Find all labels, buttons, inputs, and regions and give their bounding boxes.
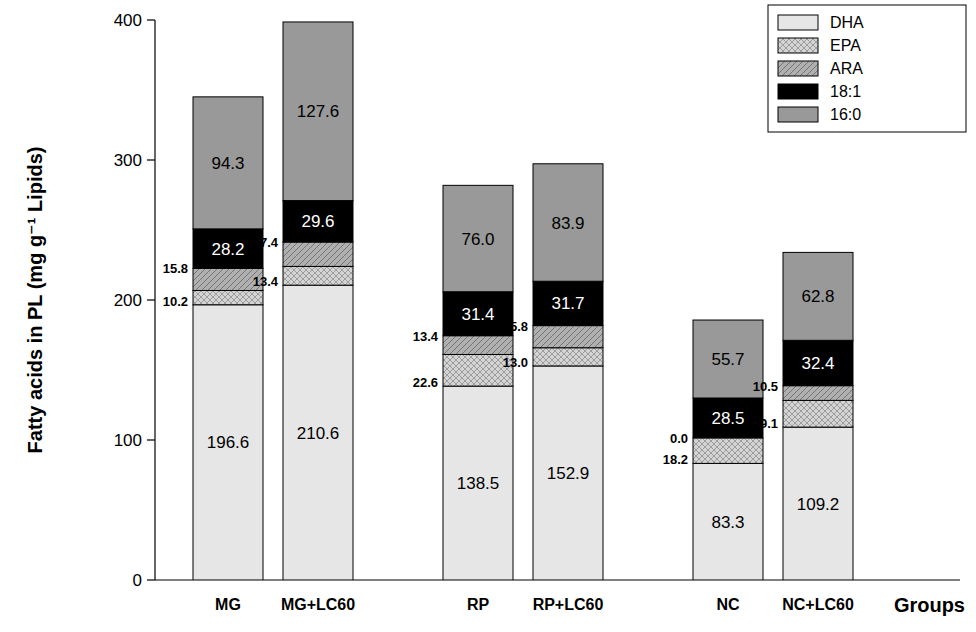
data-label: 13.4 bbox=[253, 274, 279, 289]
y-tick-label: 300 bbox=[114, 151, 142, 170]
y-tick bbox=[147, 299, 155, 300]
data-label: 13.4 bbox=[413, 329, 439, 344]
data-label: 138.5 bbox=[457, 474, 500, 493]
y-tick bbox=[147, 159, 155, 160]
data-label: 83.9 bbox=[551, 214, 584, 233]
data-label: 210.6 bbox=[297, 424, 340, 443]
bar-segment bbox=[283, 285, 353, 580]
bar-segment bbox=[443, 386, 513, 580]
x-tick-label: RP+LC60 bbox=[533, 596, 604, 613]
y-tick-label: 400 bbox=[114, 11, 142, 30]
bar-segment bbox=[533, 326, 603, 348]
bar-segment bbox=[443, 336, 513, 355]
legend-box bbox=[768, 5, 966, 132]
bar-segment bbox=[783, 427, 853, 580]
data-label: 76.0 bbox=[461, 230, 494, 249]
bar-segment bbox=[533, 164, 603, 281]
bar-segment bbox=[693, 438, 763, 463]
x-tick-label: RP bbox=[467, 596, 490, 613]
data-label: 22.6 bbox=[413, 375, 438, 390]
bar-segment bbox=[283, 201, 353, 242]
legend-label: EPA bbox=[830, 37, 861, 54]
legend-swatch bbox=[778, 84, 818, 99]
legend-label: 18:1 bbox=[830, 83, 861, 100]
data-label: 31.4 bbox=[461, 305, 494, 324]
data-label: 0.0 bbox=[670, 431, 688, 446]
bar-segment bbox=[783, 340, 853, 385]
data-label: 94.3 bbox=[211, 154, 244, 173]
data-label: 15.8 bbox=[503, 319, 528, 334]
bar-segment bbox=[783, 252, 853, 340]
y-tick-label: 100 bbox=[114, 431, 142, 450]
bar-segment bbox=[193, 305, 263, 580]
data-label: 196.6 bbox=[207, 433, 250, 452]
bar-segment bbox=[443, 185, 513, 291]
legend-swatch bbox=[778, 15, 818, 30]
data-label: 55.7 bbox=[711, 350, 744, 369]
x-tick-label: NC+LC60 bbox=[782, 596, 854, 613]
legend-label: DHA bbox=[830, 14, 864, 31]
bar-segment bbox=[283, 266, 353, 285]
y-axis-title: Fatty acids in PL (mg g⁻¹ Lipids) bbox=[24, 147, 46, 454]
x-axis-title: Groups bbox=[894, 594, 965, 616]
data-label: 152.9 bbox=[547, 464, 590, 483]
data-label: 109.2 bbox=[797, 495, 840, 514]
bar-segment bbox=[693, 463, 763, 580]
data-label: 32.4 bbox=[801, 354, 834, 373]
data-label: 18.2 bbox=[663, 452, 688, 467]
bar-segment bbox=[193, 290, 263, 304]
legend-swatch bbox=[778, 38, 818, 53]
y-tick bbox=[147, 579, 155, 580]
legend-swatch bbox=[778, 107, 818, 122]
data-label: 15.8 bbox=[163, 261, 188, 276]
y-tick bbox=[147, 19, 155, 20]
y-tick-label: 0 bbox=[133, 571, 142, 590]
x-tick-label: NC bbox=[716, 596, 740, 613]
bar-segment bbox=[533, 281, 603, 325]
chart: 0 100 200 300 400 Fatty acids in PL (mg g⁻¹ L… bbox=[0, 0, 976, 632]
data-label: 28.5 bbox=[711, 409, 744, 428]
bar-segment bbox=[533, 348, 603, 366]
legend-swatch bbox=[778, 61, 818, 76]
data-label: 127.6 bbox=[297, 102, 340, 121]
data-label: 19.1 bbox=[753, 416, 778, 431]
x-tick-label: MG bbox=[215, 596, 241, 613]
data-label: 83.3 bbox=[711, 513, 744, 532]
legend: DHA EPA ARA 18:1 16:0 bbox=[768, 5, 966, 132]
data-label: 29.6 bbox=[301, 212, 334, 231]
bar-segment bbox=[193, 97, 263, 229]
legend-label: 16:0 bbox=[830, 106, 861, 123]
data-labels: 196.6 10.2 15.8 28.2 94.3 210.6 13.4 17.4 29.6 12… bbox=[163, 102, 840, 531]
data-label: 17.4 bbox=[253, 235, 279, 250]
bar-segment bbox=[533, 366, 603, 580]
legend-label: ARA bbox=[830, 60, 863, 77]
bar-segment bbox=[783, 400, 853, 427]
data-label: 13.0 bbox=[503, 355, 528, 370]
data-label: 10.2 bbox=[163, 294, 188, 309]
bar-segment bbox=[283, 22, 353, 201]
data-label: 31.7 bbox=[551, 294, 584, 313]
bars bbox=[193, 22, 853, 580]
data-label: 10.5 bbox=[753, 379, 778, 394]
bar-segment bbox=[783, 386, 853, 401]
y-tick-label: 200 bbox=[114, 291, 142, 310]
x-tick-label: MG+LC60 bbox=[281, 596, 355, 613]
data-label: 62.8 bbox=[801, 287, 834, 306]
y-tick bbox=[147, 439, 155, 440]
data-label: 28.2 bbox=[211, 240, 244, 259]
bar-segment bbox=[283, 242, 353, 266]
